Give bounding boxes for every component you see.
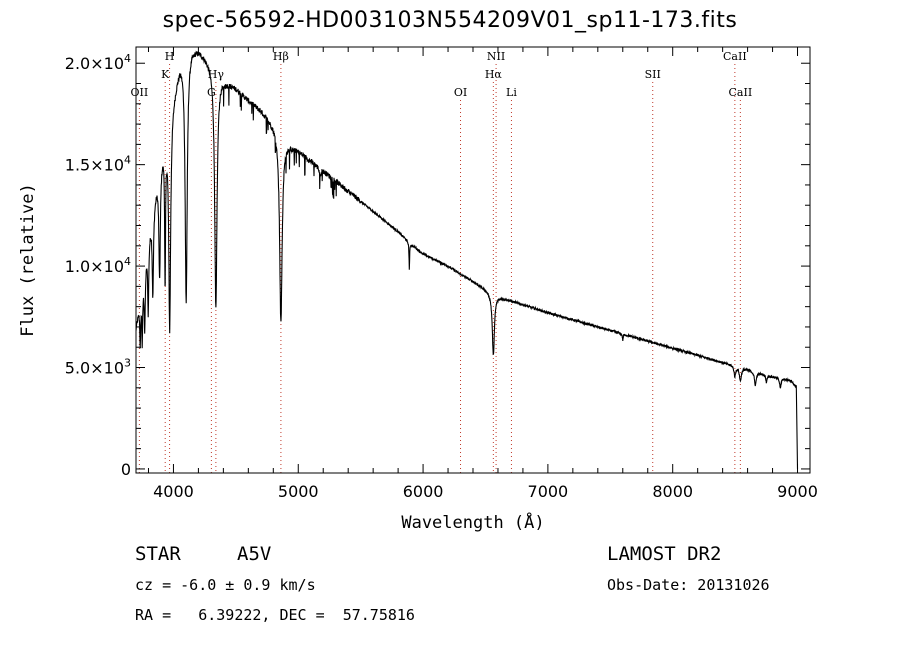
y-tick-label: 2.0×104 xyxy=(65,52,131,73)
spectrum-line xyxy=(135,50,799,469)
line-marker-label: G xyxy=(207,86,216,99)
line-marker-label: OII xyxy=(131,86,149,99)
coordinates: RA = 6.39222, DEC = 57.75816 xyxy=(135,606,415,624)
line-marker-label: Hβ xyxy=(273,50,289,63)
line-marker-label: H xyxy=(165,50,175,63)
redshift-cz: cz = -6.0 ± 0.9 km/s xyxy=(135,576,316,594)
y-tick-label: 1.5×104 xyxy=(65,154,131,175)
x-tick-label: 7000 xyxy=(528,482,569,501)
line-marker-label: SII xyxy=(645,68,661,81)
y-tick-label: 1.0×104 xyxy=(65,255,131,276)
line-marker-label: K xyxy=(161,68,170,81)
survey-name: LAMOST DR2 xyxy=(607,543,722,565)
spectral-subclass: A5V xyxy=(237,543,272,565)
x-axis-label: Wavelength (Å) xyxy=(401,511,544,533)
line-marker-label: OI xyxy=(454,86,467,99)
plot-frame xyxy=(135,46,811,474)
y-axis-label: Flux (relative) xyxy=(18,183,38,337)
x-tick-label: 4000 xyxy=(153,482,194,501)
x-tick-label: 9000 xyxy=(777,482,818,501)
line-labels-layer: OII KH G Hγ Hβ OI Hα NII Li SII CaII CaII xyxy=(131,50,753,99)
line-marker-label: Li xyxy=(506,86,517,99)
x-tick-label: 8000 xyxy=(652,482,693,501)
object-class: STAR xyxy=(135,543,181,565)
y-tick-label: 0 xyxy=(121,460,131,479)
line-marker-label: Hα xyxy=(485,68,503,81)
chart-title: spec-56592-HD003103N554209V01_sp11-173.f… xyxy=(162,8,738,33)
line-marker-label: Hγ xyxy=(208,68,225,81)
x-axis-ticks: 4000 5000 6000 7000 8000 9000 xyxy=(147,47,818,501)
line-marker-label: NII xyxy=(487,50,505,63)
y-tick-label: 5.0×103 xyxy=(65,357,131,378)
observation-date: Obs-Date: 20131026 xyxy=(607,576,770,594)
line-marker-label: CaII xyxy=(729,86,753,99)
line-marker-label: CaII xyxy=(723,50,747,63)
x-tick-label: 6000 xyxy=(403,482,444,501)
y-axis-ticks: 0 5.0×103 1.0×104 1.5×104 2.0×104 xyxy=(65,52,810,479)
x-tick-label: 5000 xyxy=(278,482,319,501)
line-markers-layer xyxy=(138,64,741,473)
